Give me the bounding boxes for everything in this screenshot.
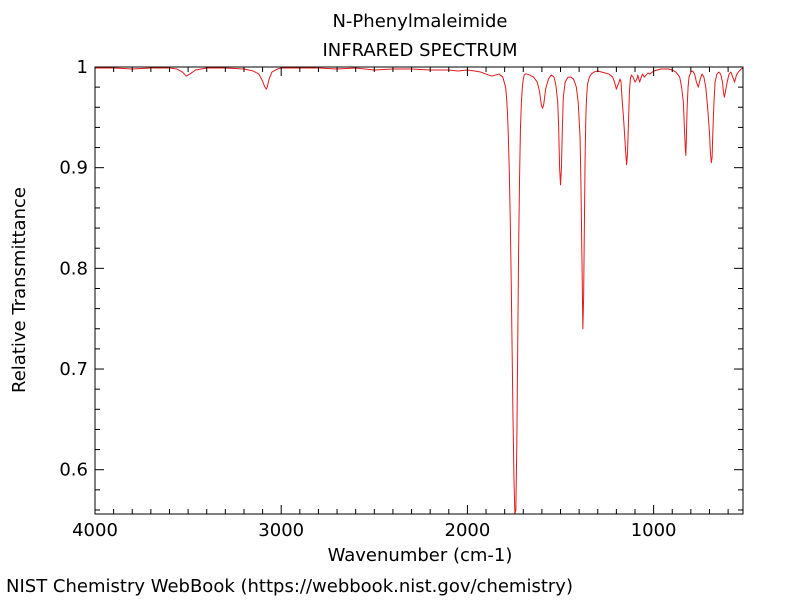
y-tick-label: 0.8 [59,258,88,279]
chart-title: N-Phenylmaleimide [332,11,507,32]
y-tick-label: 0.7 [59,359,88,380]
y-tick-label: 1 [77,57,88,78]
plot-frame [94,66,744,515]
plot-area [95,67,743,514]
x-tick-label: 4000 [72,520,118,541]
chart-subtitle: INFRARED SPECTRUM [322,40,517,61]
spectrum-line [95,67,743,514]
credit-text: NIST Chemistry WebBook (https://webbook.… [6,576,573,597]
y-tick-label: 0.6 [59,460,88,481]
axis-ticks: 4000 3000 2000 1000 0.6 0.7 0.8 0.9 1 [59,57,743,541]
x-tick-label: 1000 [631,520,677,541]
x-axis-label: Wavenumber (cm-1) [328,545,513,566]
x-tick-label: 3000 [258,520,304,541]
y-axis-label: Relative Transmittance [9,187,30,393]
y-tick-label: 0.9 [59,158,88,179]
x-tick-label: 2000 [445,520,491,541]
